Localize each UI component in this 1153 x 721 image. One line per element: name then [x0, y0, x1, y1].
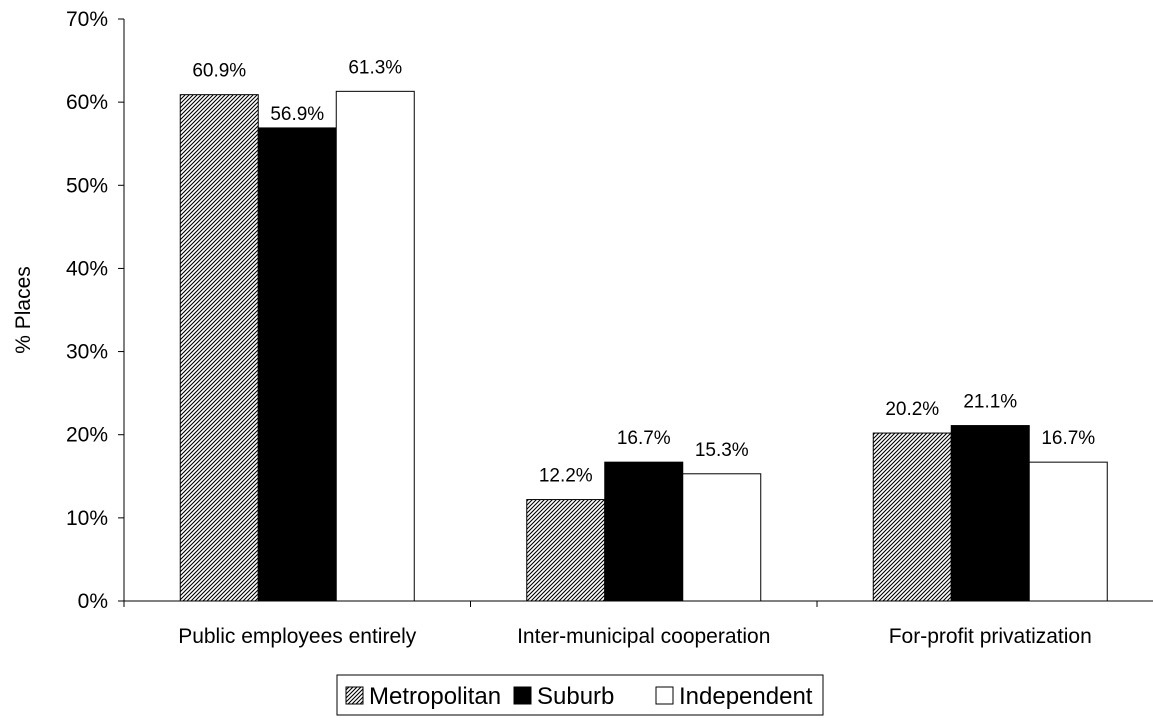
x-tick-label: Inter-municipal cooperation [517, 625, 770, 648]
bar-independent [335, 90, 415, 602]
data-label: 56.9% [270, 104, 324, 125]
data-label: 21.1% [963, 392, 1017, 413]
legend-label-metropolitan: Metropolitan [369, 683, 501, 710]
y-tick-label: 20% [66, 424, 108, 447]
data-label: 15.3% [695, 440, 749, 461]
data-label: 60.9% [192, 61, 246, 82]
x-tick-label: Public employees entirely [178, 625, 417, 648]
y-tick-label: 30% [66, 341, 108, 364]
bar-suburb [950, 425, 1030, 602]
y-tick-label: 70% [66, 8, 108, 31]
legend-box [336, 674, 824, 716]
legend-label-independent: Independent [679, 683, 813, 710]
legend-swatch-independent [655, 686, 674, 705]
data-label: 16.7% [617, 428, 671, 449]
legend-label-suburb: Suburb [537, 683, 614, 710]
data-label: 16.7% [1041, 428, 1095, 449]
y-tick-label: 60% [66, 91, 108, 114]
bar-metropolitan [872, 432, 952, 602]
bar-metropolitan [179, 94, 259, 602]
labels: 60.9% 56.9% 61.3% 12.2% 16.7% 15.3% 20.2% 21.1%… [192, 57, 1095, 486]
data-label: 61.3% [348, 57, 402, 78]
legend-swatch-suburb [513, 686, 532, 705]
bar-independent [1028, 461, 1108, 602]
y-axis-title: % Places [12, 266, 35, 354]
axes: 0% 10% 20% 30% 40% 50% 60% 70% % Places Public em… [12, 8, 1153, 648]
bar-suburb [257, 127, 337, 602]
y-tick-label: 50% [66, 174, 108, 197]
data-label: 20.2% [885, 399, 939, 420]
y-tick-label: 10% [66, 507, 108, 530]
data-label: 12.2% [539, 466, 593, 487]
y-tick-label: 40% [66, 257, 108, 280]
bars [179, 90, 1108, 602]
bar-independent [682, 473, 762, 602]
x-tick-label: For-profit privatization [889, 625, 1092, 648]
bar-metropolitan [526, 499, 606, 602]
y-tick-label: 0% [78, 590, 108, 613]
legend-swatch-metropolitan [345, 686, 364, 705]
bar-suburb [604, 461, 684, 602]
legend: Metropolitan Suburb Independent [336, 674, 824, 716]
